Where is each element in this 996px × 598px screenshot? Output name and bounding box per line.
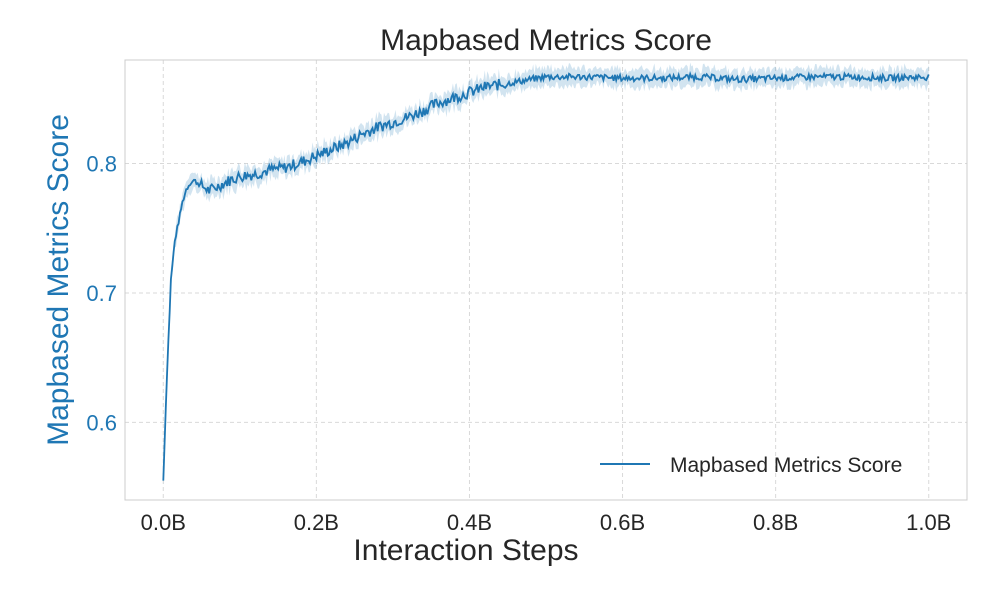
x-tick-label: 0.4B	[447, 510, 492, 535]
legend: Mapbased Metrics Score	[600, 454, 902, 477]
y-tick-label: 0.8	[86, 152, 117, 177]
y-axis-label: Mapbased Metrics Score	[42, 114, 75, 446]
y-tick-label: 0.6	[86, 410, 117, 435]
x-tick-label: 1.0B	[906, 510, 951, 535]
x-axis-label: Interaction Steps	[353, 534, 578, 567]
series-line	[162, 70, 930, 481]
y-tick-label: 0.7	[86, 281, 117, 306]
plot-frame	[124, 59, 968, 501]
chart-title: Mapbased Metrics Score	[380, 24, 712, 57]
legend-label: Mapbased Metrics Score	[670, 454, 902, 477]
tick-labels: 0.0B 0.2B 0.4B 0.6B 0.8B 1.0B 0.6 0.7 0.8	[86, 152, 951, 535]
grid	[125, 60, 967, 500]
x-tick-label: 0.6B	[600, 510, 645, 535]
x-tick-label: 0.0B	[141, 510, 186, 535]
x-tick-label: 0.8B	[753, 510, 798, 535]
x-tick-label: 0.2B	[294, 510, 339, 535]
confidence-band	[163, 62, 929, 487]
